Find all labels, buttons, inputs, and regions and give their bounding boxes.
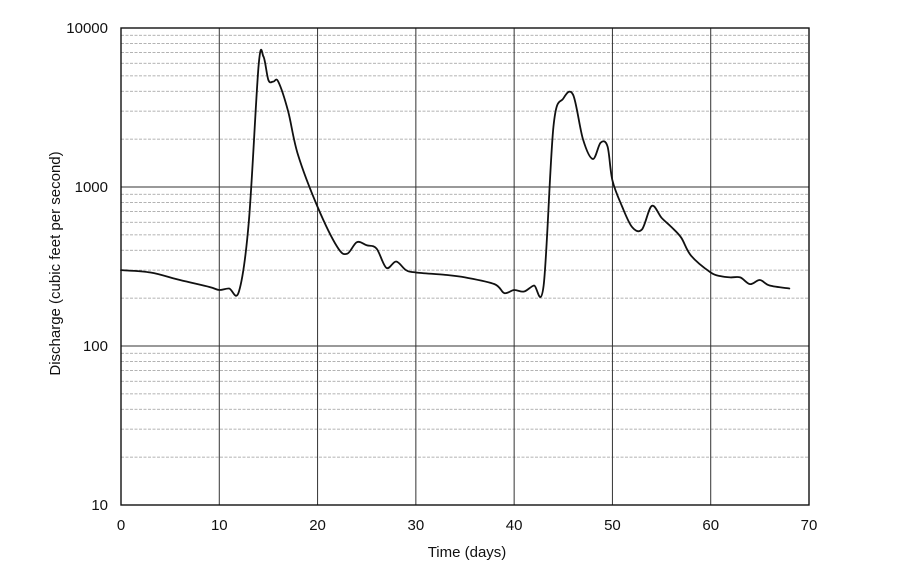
y-tick-label: 10	[91, 497, 108, 514]
minor-gridlines	[121, 34, 809, 458]
x-tick-label: 10	[211, 517, 228, 534]
x-axis-title: Time (days)	[428, 544, 507, 561]
x-tick-label: 30	[408, 517, 425, 534]
x-tick-label: 20	[309, 517, 326, 534]
x-tick-label: 40	[506, 517, 523, 534]
plot-frame	[120, 27, 810, 506]
discharge-series-line	[120, 48, 791, 298]
x-tick-label: 60	[702, 517, 719, 534]
x-axis-ticks: 0 10 20 30 40 50 60 70	[117, 517, 818, 534]
major-gridlines	[121, 28, 809, 505]
y-tick-label: 100	[83, 338, 108, 355]
x-tick-label: 70	[801, 517, 818, 534]
y-tick-label: 10000	[66, 20, 108, 37]
x-tick-label: 0	[117, 517, 125, 534]
y-axis-title: Discharge (cubic feet per second)	[47, 151, 64, 375]
y-axis-ticks: 10 100 1000 10000	[66, 20, 108, 514]
y-tick-label: 1000	[75, 179, 108, 196]
x-tick-label: 50	[604, 517, 621, 534]
